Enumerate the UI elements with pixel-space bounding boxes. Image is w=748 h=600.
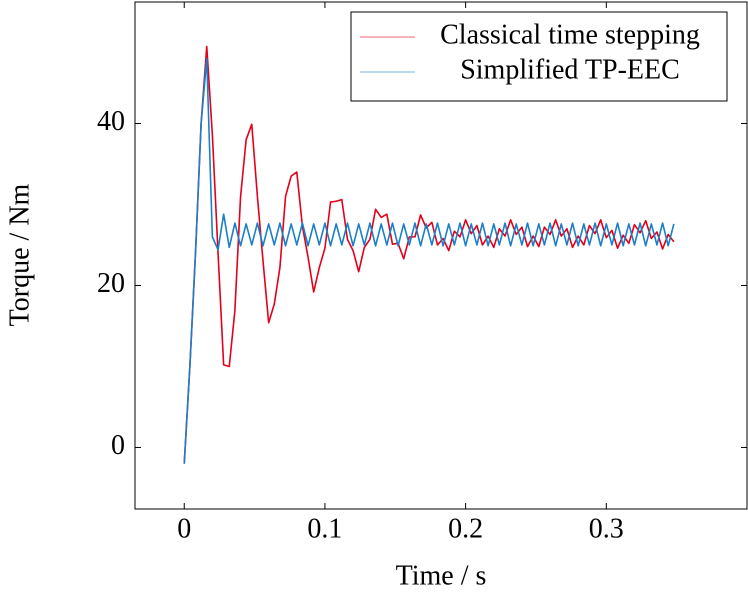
x-tick-label: 0 — [177, 513, 191, 544]
legend-box — [350, 11, 728, 102]
x-tick-label: 0.1 — [307, 513, 342, 544]
x-tick-label: 0.3 — [589, 513, 624, 544]
plot-frame — [134, 1, 748, 510]
y-tick-label: 20 — [97, 268, 125, 299]
y-tick-label: 40 — [97, 106, 125, 137]
x-axis-label: Time / s — [396, 560, 487, 591]
x-tick-label: 0.2 — [448, 513, 483, 544]
y-tick-label: 0 — [111, 430, 125, 461]
legend-label: Simplified TP-EEC — [460, 54, 680, 85]
y-axis-label: Torque / Nm — [4, 183, 35, 326]
legend-label: Classical time stepping — [440, 19, 700, 50]
line-series — [183, 45, 675, 464]
line-series — [183, 57, 675, 464]
